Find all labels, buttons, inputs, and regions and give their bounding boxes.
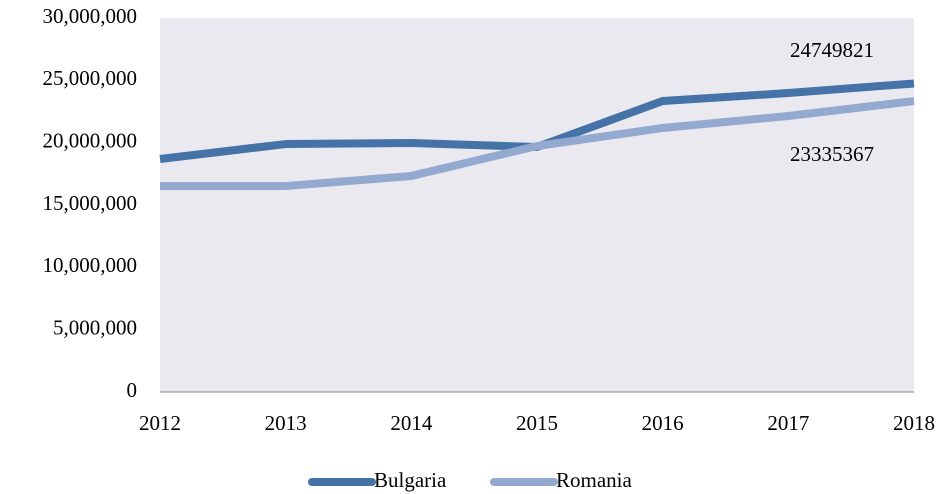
data-label: 23335367 xyxy=(790,142,874,166)
y-tick-label: 20,000,000 xyxy=(43,128,138,152)
x-tick-label: 2012 xyxy=(139,411,181,435)
y-tick-label: 15,000,000 xyxy=(43,191,138,215)
plot-area xyxy=(160,18,914,392)
y-tick-label: 25,000,000 xyxy=(43,66,138,90)
legend-label: Bulgaria xyxy=(374,468,447,492)
y-tick-label: 0 xyxy=(127,378,138,402)
x-tick-label: 2014 xyxy=(390,411,433,435)
legend-label: Romania xyxy=(556,468,632,492)
x-tick-label: 2018 xyxy=(893,411,935,435)
y-tick-label: 10,000,000 xyxy=(43,253,138,277)
x-tick-label: 2017 xyxy=(767,411,809,435)
x-tick-label: 2013 xyxy=(265,411,307,435)
x-tick-label: 2015 xyxy=(516,411,558,435)
data-label: 24749821 xyxy=(790,38,874,62)
y-tick-label: 30,000,000 xyxy=(43,4,138,28)
x-tick-label: 2016 xyxy=(642,411,684,435)
series-line xyxy=(160,97,915,191)
y-tick-label: 5,000,000 xyxy=(53,315,137,339)
